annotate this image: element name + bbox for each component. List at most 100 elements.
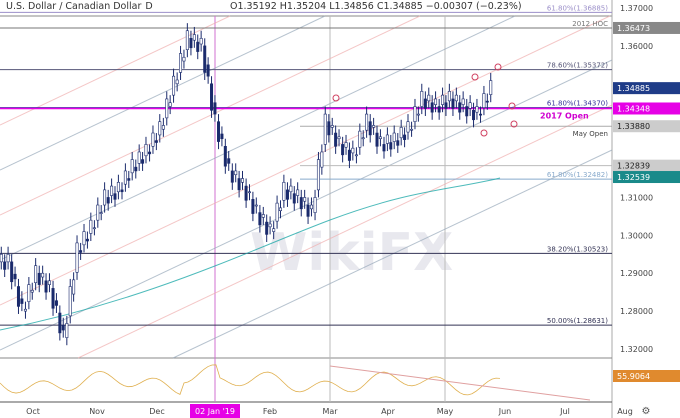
x-tick-label: Oct — [26, 407, 40, 416]
candle — [148, 151, 152, 155]
price-tag-label: 1.32839 — [617, 162, 650, 171]
candle — [434, 98, 438, 105]
candle — [30, 289, 34, 293]
candle — [99, 212, 103, 214]
level-label: 61.80%(1.34370) — [547, 100, 608, 108]
candle — [58, 312, 62, 334]
candle — [479, 113, 483, 116]
level-label: May Open — [573, 130, 608, 138]
price-tag — [613, 21, 680, 34]
candle — [292, 193, 296, 204]
candle — [10, 261, 14, 283]
candle — [127, 178, 131, 181]
candle — [347, 149, 351, 161]
candle — [241, 178, 245, 183]
candle — [420, 91, 424, 107]
candle — [396, 140, 400, 146]
channel-line — [0, 15, 421, 216]
price-tag-label: 1.34885 — [617, 84, 650, 93]
candle — [392, 132, 396, 142]
candle — [110, 185, 114, 196]
candle — [468, 102, 472, 109]
candle — [144, 144, 148, 157]
pivot-marker — [510, 120, 518, 128]
candle — [244, 185, 248, 201]
candle — [130, 159, 134, 174]
candle — [441, 94, 445, 105]
rsi-trendline — [329, 365, 591, 401]
candle — [254, 204, 258, 207]
candle — [334, 132, 338, 147]
candle — [272, 228, 276, 232]
channel-line — [172, 149, 613, 359]
level-label: 61.80%(1.32482) — [547, 171, 608, 179]
x-tick-label: Nov — [89, 407, 105, 416]
candle — [323, 113, 327, 145]
candle — [154, 140, 158, 143]
candle — [44, 280, 48, 293]
candle — [475, 106, 479, 113]
candle — [330, 125, 334, 128]
candle — [320, 151, 324, 168]
candle — [92, 227, 96, 230]
candle — [134, 166, 138, 172]
open-2017-label: 2017 Open — [540, 111, 589, 120]
pivot-marker — [471, 73, 479, 81]
candle — [103, 189, 107, 206]
pivot-marker — [508, 102, 516, 110]
candle — [54, 300, 58, 306]
candle — [182, 56, 186, 62]
candle — [141, 159, 145, 164]
candle — [368, 121, 372, 136]
candle — [372, 125, 376, 128]
level-label: 61.80%(1.36885) — [547, 4, 608, 12]
y-tick-label: 1.36000 — [620, 42, 653, 51]
y-tick-label: 1.37000 — [620, 4, 653, 13]
x-tick-label: Aug — [617, 407, 633, 416]
price-tag-label: 1.32539 — [617, 173, 650, 182]
candle — [161, 125, 165, 130]
candle — [79, 250, 83, 253]
candle — [285, 189, 289, 200]
price-tag-label: 1.33880 — [617, 122, 650, 131]
candle — [361, 137, 365, 140]
candle — [210, 83, 214, 111]
candle — [34, 265, 38, 284]
candle — [223, 145, 227, 167]
pivot-marker — [494, 63, 502, 71]
candle — [299, 197, 303, 210]
x-tick-label: Mar — [322, 407, 338, 416]
ohlc-readout: O1.35192 H1.35204 L1.34856 C1.34885 −0.0… — [230, 1, 522, 12]
candle — [251, 199, 255, 214]
x-tick-label: 02 Jan '19 — [195, 407, 235, 416]
x-tick-label: May — [437, 407, 454, 416]
candle — [454, 94, 458, 102]
y-tick-label: 1.32000 — [620, 345, 653, 354]
candle — [16, 286, 20, 307]
candle — [306, 204, 310, 217]
y-tick-label: 1.30000 — [620, 231, 653, 240]
candle — [168, 102, 172, 107]
candle — [82, 231, 86, 246]
candle — [406, 121, 410, 133]
candle — [341, 144, 345, 156]
candle — [106, 197, 110, 204]
candle — [203, 45, 207, 73]
candle — [413, 106, 417, 122]
candle — [227, 158, 231, 164]
candle — [337, 136, 341, 140]
level-label: 50.00%(1.28631) — [547, 317, 608, 325]
candle — [465, 106, 469, 117]
candle — [199, 38, 203, 45]
price-tag — [613, 159, 680, 172]
candle — [416, 113, 420, 116]
candle — [20, 298, 24, 304]
candle — [116, 181, 120, 193]
candle — [68, 286, 72, 317]
price-tag-label: 1.34348 — [617, 104, 650, 113]
candle — [47, 280, 51, 285]
candle — [179, 53, 183, 73]
candle — [309, 204, 313, 210]
